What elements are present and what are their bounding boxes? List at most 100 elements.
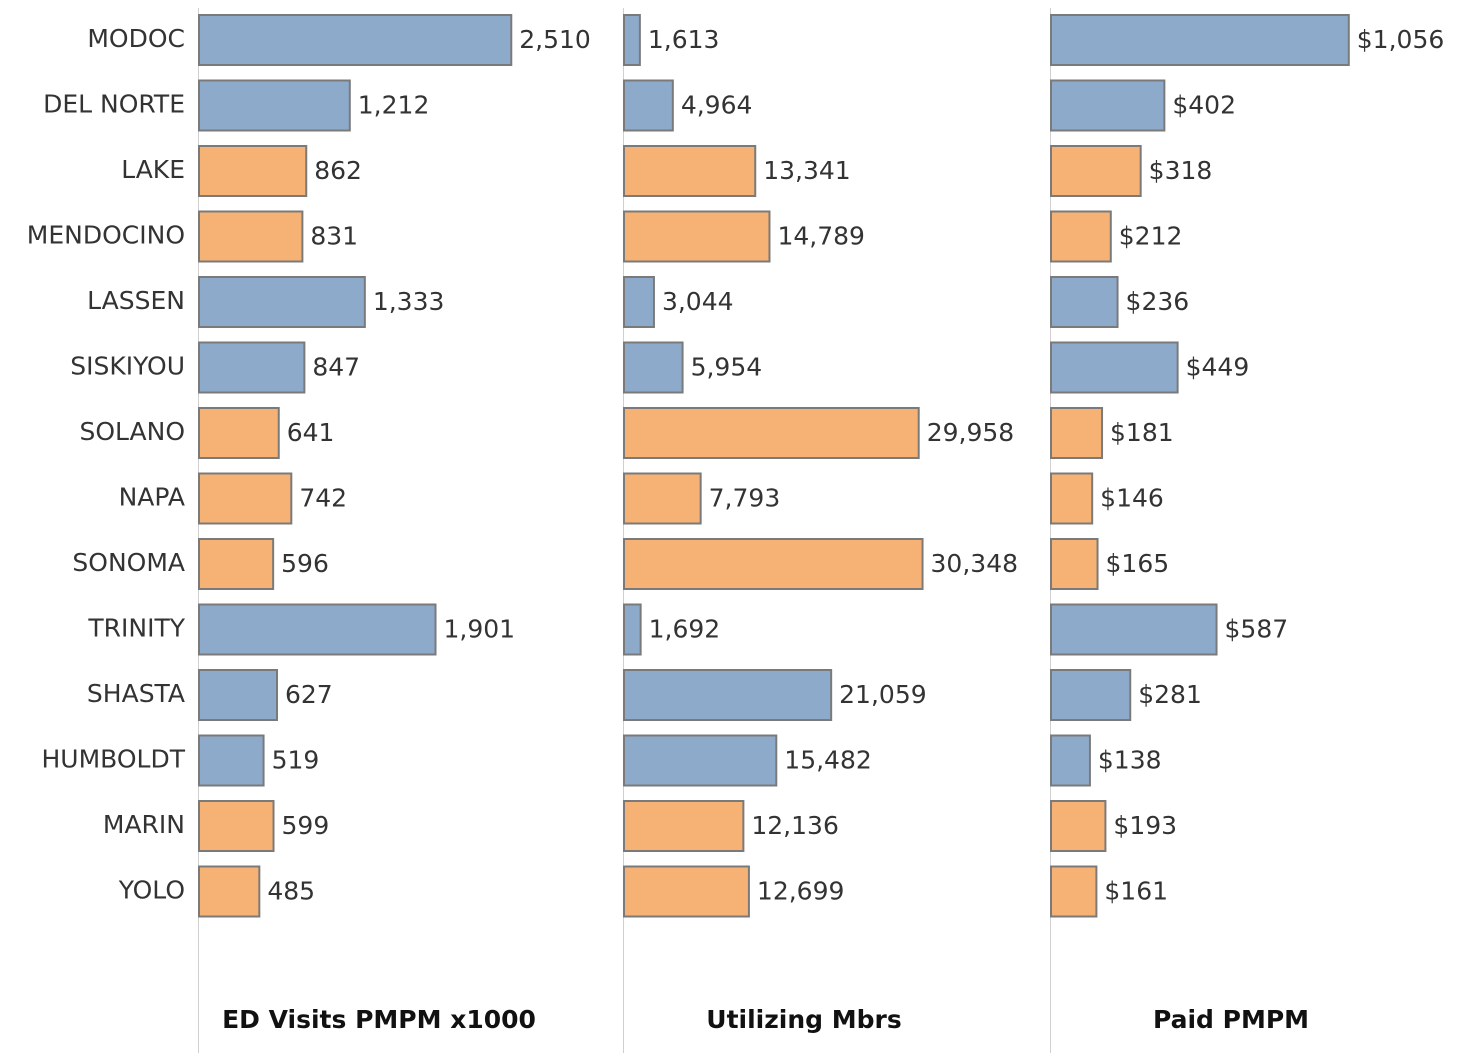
category-label: SONOMA	[72, 548, 185, 577]
bar	[1050, 865, 1098, 918]
value-label: 4,964	[681, 91, 753, 120]
value-label: 1,333	[373, 287, 445, 316]
value-label: $318	[1149, 156, 1213, 185]
bar	[1050, 14, 1350, 66]
value-label: 15,482	[784, 746, 871, 775]
category-label: SISKIYOU	[70, 352, 185, 381]
value-label: $449	[1186, 353, 1250, 382]
bar	[1050, 210, 1112, 263]
bar	[1050, 538, 1099, 590]
bar	[1050, 800, 1107, 852]
value-label: $212	[1119, 222, 1183, 251]
value-label: 30,348	[931, 549, 1018, 578]
category-label: MENDOCINO	[27, 221, 185, 250]
value-label: $181	[1110, 418, 1174, 447]
bar	[198, 407, 280, 459]
value-label: $165	[1106, 549, 1170, 578]
bar	[198, 800, 275, 852]
value-label: $1,056	[1357, 25, 1444, 54]
bar	[1050, 472, 1094, 525]
value-label: 862	[314, 156, 362, 185]
bar	[198, 14, 513, 66]
bar	[198, 341, 306, 394]
category-label: MARIN	[103, 810, 185, 839]
value-label: 21,059	[839, 680, 926, 709]
bar	[623, 603, 642, 656]
bar	[623, 276, 655, 328]
value-label: 29,958	[927, 418, 1014, 447]
value-label: 847	[312, 353, 360, 382]
value-label: $236	[1126, 287, 1190, 316]
bar	[1050, 669, 1132, 721]
bar	[623, 14, 641, 66]
bar	[623, 79, 674, 132]
value-label: 1,613	[648, 25, 720, 54]
value-label: $138	[1098, 746, 1162, 775]
bar	[198, 865, 261, 918]
value-label: 627	[285, 680, 333, 709]
bar	[198, 472, 293, 525]
category-label: LAKE	[121, 155, 185, 184]
bar	[1050, 145, 1142, 197]
value-label: $402	[1172, 91, 1236, 120]
bar	[1050, 734, 1091, 787]
category-label: SOLANO	[79, 417, 185, 446]
value-label: 14,789	[777, 222, 864, 251]
value-label: 596	[281, 549, 329, 578]
category-label: DEL NORTE	[43, 90, 185, 119]
axis-title: ED Visits PMPM x1000	[222, 1005, 536, 1034]
value-label: 519	[272, 746, 320, 775]
bar	[198, 210, 304, 263]
value-label: 13,341	[763, 156, 850, 185]
bar	[623, 341, 684, 394]
value-label: $193	[1113, 811, 1177, 840]
value-label: 831	[310, 222, 358, 251]
bar	[623, 407, 920, 459]
category-label: LASSEN	[87, 286, 185, 315]
value-label: 1,901	[444, 615, 516, 644]
value-label: 12,699	[757, 877, 844, 906]
category-label: YOLO	[118, 876, 185, 905]
bar	[1050, 603, 1218, 656]
bar	[623, 538, 924, 590]
category-label: TRINITY	[87, 614, 185, 643]
bar	[198, 145, 308, 197]
value-label: 3,044	[662, 287, 734, 316]
category-label: NAPA	[119, 483, 185, 512]
value-label: 1,212	[358, 91, 430, 120]
bar	[623, 734, 778, 787]
bar	[198, 734, 265, 787]
value-label: $161	[1104, 877, 1168, 906]
value-label: 12,136	[751, 811, 838, 840]
bar	[198, 669, 279, 721]
value-label: 485	[267, 877, 315, 906]
value-label: 1,692	[649, 615, 721, 644]
category-label: SHASTA	[87, 679, 185, 708]
bar	[623, 145, 757, 197]
value-label: $587	[1225, 615, 1289, 644]
value-label: 2,510	[519, 25, 591, 54]
bar	[198, 538, 275, 590]
axis-title: Paid PMPM	[1153, 1005, 1309, 1034]
value-label: $146	[1100, 484, 1164, 513]
axis-title: Utilizing Mbrs	[706, 1005, 901, 1034]
category-label: HUMBOLDT	[41, 745, 185, 774]
bar	[623, 865, 750, 918]
bar	[1050, 276, 1119, 328]
value-label: $281	[1138, 680, 1202, 709]
value-label: 7,793	[709, 484, 781, 513]
bar	[623, 210, 771, 263]
bar	[1050, 407, 1104, 459]
value-label: 641	[287, 418, 335, 447]
bar	[1050, 79, 1166, 132]
bar	[198, 603, 437, 656]
bar	[623, 472, 702, 525]
bar	[623, 800, 745, 852]
value-label: 599	[282, 811, 330, 840]
bar	[1050, 341, 1179, 394]
bar	[623, 669, 833, 721]
value-label: 5,954	[691, 353, 763, 382]
category-label: MODOC	[87, 24, 185, 53]
bar	[198, 79, 351, 132]
